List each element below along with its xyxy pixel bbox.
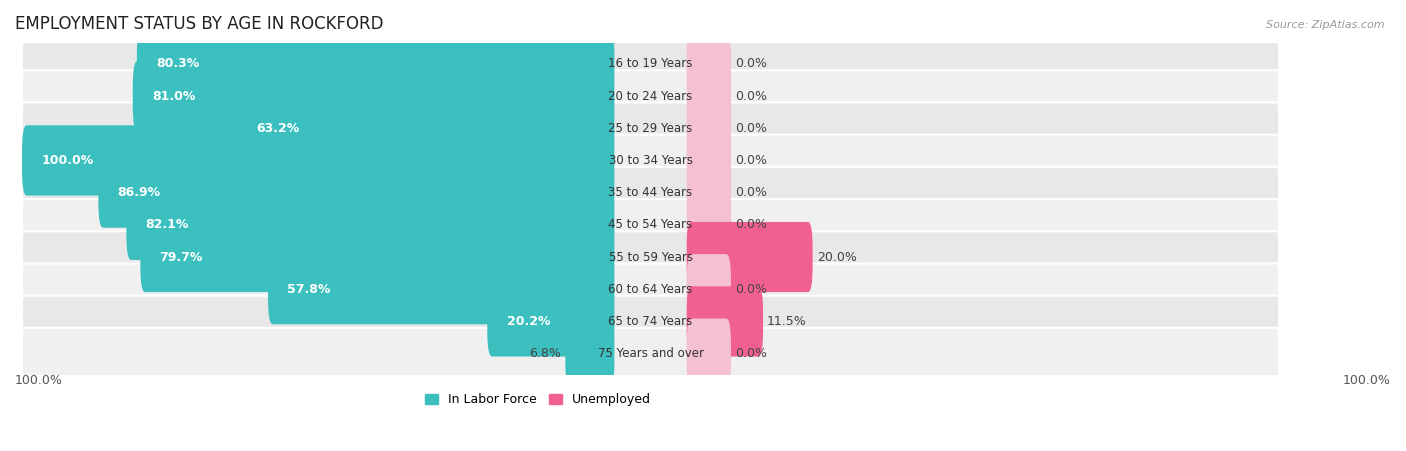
Legend: In Labor Force, Unemployed: In Labor Force, Unemployed: [420, 388, 655, 411]
FancyBboxPatch shape: [22, 296, 1279, 347]
Text: 100.0%: 100.0%: [1343, 373, 1391, 387]
FancyBboxPatch shape: [22, 135, 1279, 186]
Text: 0.0%: 0.0%: [735, 89, 768, 102]
Text: EMPLOYMENT STATUS BY AGE IN ROCKFORD: EMPLOYMENT STATUS BY AGE IN ROCKFORD: [15, 15, 384, 33]
FancyBboxPatch shape: [132, 61, 614, 131]
FancyBboxPatch shape: [686, 93, 731, 163]
Text: 0.0%: 0.0%: [735, 186, 768, 199]
FancyBboxPatch shape: [22, 38, 1279, 90]
Text: 30 to 34 Years: 30 to 34 Years: [609, 154, 693, 167]
FancyBboxPatch shape: [22, 167, 1279, 218]
Text: 35 to 44 Years: 35 to 44 Years: [609, 186, 693, 199]
FancyBboxPatch shape: [686, 286, 763, 357]
Text: Source: ZipAtlas.com: Source: ZipAtlas.com: [1267, 20, 1385, 30]
FancyBboxPatch shape: [686, 254, 731, 324]
Text: 80.3%: 80.3%: [156, 57, 200, 70]
Text: 79.7%: 79.7%: [160, 250, 202, 263]
FancyBboxPatch shape: [686, 190, 731, 260]
FancyBboxPatch shape: [686, 29, 731, 99]
FancyBboxPatch shape: [269, 254, 614, 324]
Text: 63.2%: 63.2%: [256, 122, 299, 135]
Text: 45 to 54 Years: 45 to 54 Years: [609, 218, 693, 231]
FancyBboxPatch shape: [136, 29, 614, 99]
FancyBboxPatch shape: [22, 70, 1279, 122]
FancyBboxPatch shape: [686, 222, 813, 292]
Text: 20 to 24 Years: 20 to 24 Years: [609, 89, 693, 102]
FancyBboxPatch shape: [141, 222, 614, 292]
FancyBboxPatch shape: [236, 93, 614, 163]
Text: 82.1%: 82.1%: [146, 218, 188, 231]
FancyBboxPatch shape: [127, 190, 614, 260]
Text: 0.0%: 0.0%: [735, 283, 768, 296]
Text: 25 to 29 Years: 25 to 29 Years: [609, 122, 693, 135]
Text: 16 to 19 Years: 16 to 19 Years: [609, 57, 693, 70]
Text: 57.8%: 57.8%: [287, 283, 330, 296]
Text: 0.0%: 0.0%: [735, 218, 768, 231]
Text: 0.0%: 0.0%: [735, 122, 768, 135]
FancyBboxPatch shape: [686, 125, 731, 196]
FancyBboxPatch shape: [22, 125, 614, 196]
FancyBboxPatch shape: [22, 199, 1279, 251]
FancyBboxPatch shape: [686, 61, 731, 131]
Text: 86.9%: 86.9%: [118, 186, 160, 199]
FancyBboxPatch shape: [22, 231, 1279, 283]
Text: 55 to 59 Years: 55 to 59 Years: [609, 250, 693, 263]
FancyBboxPatch shape: [686, 318, 731, 389]
FancyBboxPatch shape: [22, 328, 1279, 379]
FancyBboxPatch shape: [22, 102, 1279, 154]
FancyBboxPatch shape: [488, 286, 614, 357]
Text: 75 Years and over: 75 Years and over: [598, 347, 703, 360]
Text: 20.0%: 20.0%: [817, 250, 856, 263]
FancyBboxPatch shape: [22, 263, 1279, 315]
Text: 11.5%: 11.5%: [768, 315, 807, 328]
Text: 100.0%: 100.0%: [41, 154, 93, 167]
Text: 20.2%: 20.2%: [506, 315, 550, 328]
Text: 65 to 74 Years: 65 to 74 Years: [609, 315, 693, 328]
Text: 60 to 64 Years: 60 to 64 Years: [609, 283, 693, 296]
Text: 0.0%: 0.0%: [735, 57, 768, 70]
Text: 6.8%: 6.8%: [530, 347, 561, 360]
Text: 100.0%: 100.0%: [15, 373, 63, 387]
Text: 0.0%: 0.0%: [735, 347, 768, 360]
FancyBboxPatch shape: [686, 157, 731, 228]
FancyBboxPatch shape: [98, 157, 614, 228]
Text: 81.0%: 81.0%: [152, 89, 195, 102]
Text: 0.0%: 0.0%: [735, 154, 768, 167]
FancyBboxPatch shape: [565, 318, 614, 389]
